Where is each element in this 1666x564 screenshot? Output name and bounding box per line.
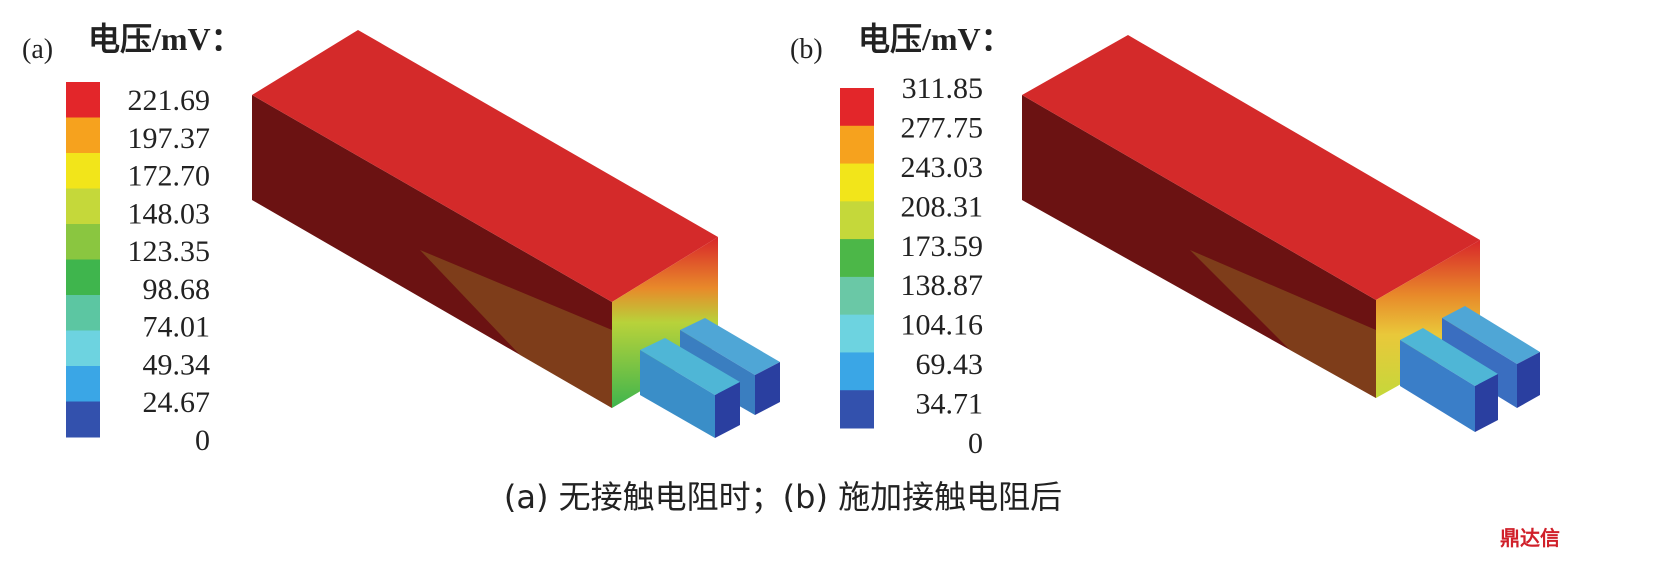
colorbar-label: 277.75 — [901, 111, 984, 144]
colorbar-label: 243.03 — [901, 151, 984, 184]
legend-title: 电压/mV： — [858, 21, 1013, 57]
colorbar-label: 74.01 — [143, 311, 211, 344]
colorbar-label: 49.34 — [143, 348, 211, 381]
colorbar-segment — [840, 314, 874, 353]
colorbar-segment — [840, 276, 874, 316]
colorbar-segment — [840, 163, 874, 202]
panel-label: (a) — [22, 34, 53, 65]
colorbar-segment — [840, 352, 874, 391]
colorbar-label: 148.03 — [128, 197, 211, 230]
colorbar-segment — [66, 259, 100, 296]
colorbar-label: 208.31 — [901, 190, 984, 223]
block-b — [1022, 35, 1540, 432]
colorbar-segment — [840, 201, 874, 240]
caption: (a) 无接触电阻时；(b) 施加接触电阻后 — [504, 478, 1062, 516]
colorbar-label: 69.43 — [916, 348, 984, 381]
colorbar-segment — [66, 117, 100, 154]
colorbar-segment — [66, 366, 100, 402]
block-a — [252, 30, 780, 438]
colorbar-label: 197.37 — [128, 122, 211, 155]
legend-title: 电压/mV： — [88, 21, 243, 57]
colorbar-label: 104.16 — [901, 309, 984, 342]
colorbar-segment — [66, 82, 100, 118]
colorbar-segment — [66, 224, 100, 260]
colorbar-segment — [840, 239, 874, 278]
colorbar-label: 172.70 — [128, 160, 211, 193]
colorbar-segment — [66, 330, 100, 367]
colorbar-label: 0 — [968, 427, 983, 460]
panel-label: (b) — [790, 34, 823, 65]
colorbar-segment — [66, 401, 100, 438]
colorbar-label: 138.87 — [901, 269, 984, 302]
colorbar-segment — [66, 153, 100, 189]
colorbar-segment — [66, 188, 100, 225]
colorbar-label: 311.85 — [902, 72, 983, 105]
colorbar-label: 34.71 — [916, 388, 984, 421]
colorbar-segment — [840, 125, 874, 165]
colorbar-label: 0 — [195, 424, 210, 457]
colorbar-label: 24.67 — [143, 386, 211, 419]
colorbar-segment — [840, 390, 874, 429]
watermark: 鼎达信 — [1500, 526, 1560, 550]
colorbar-label: 173.59 — [901, 230, 984, 263]
colorbar-segment — [66, 295, 100, 331]
colorbar-label: 221.69 — [128, 84, 211, 117]
colorbar-label: 98.68 — [143, 273, 211, 306]
colorbar-label: 123.35 — [128, 235, 211, 268]
colorbar-segment — [840, 88, 874, 127]
